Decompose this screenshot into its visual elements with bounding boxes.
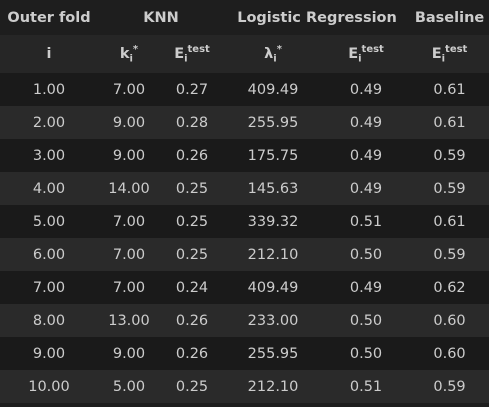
table-row: 9.00 9.00 0.26 255.95 0.50 0.60	[0, 337, 489, 370]
group-header-row: Outer fold KNN Logistic Regression Basel…	[0, 0, 489, 35]
table-row: 8.00 13.00 0.26 233.00 0.50 0.60	[0, 304, 489, 337]
cell-lr-lambda: 255.95	[224, 337, 323, 370]
cell-outer-fold: 2.00	[0, 106, 98, 139]
cell-outer-fold: 5.00	[0, 205, 98, 238]
cell-lr-etest: 0.49	[322, 106, 411, 139]
cell-outer-fold: 1.00	[0, 73, 98, 106]
table-row: 5.00 7.00 0.25 339.32 0.51 0.61	[0, 205, 489, 238]
cell-outer-fold: 9.00	[0, 337, 98, 370]
cell-knn-k: 7.00	[98, 205, 160, 238]
symbol-knn-etest: Eitest	[160, 35, 225, 73]
cell-lr-etest: 0.51	[322, 370, 411, 403]
cell-knn-k: 7.00	[98, 271, 160, 304]
cell-lr-lambda: 212.10	[224, 370, 323, 403]
cell-lr-etest: 0.51	[322, 205, 411, 238]
cell-knn-etest: 0.28	[160, 106, 225, 139]
table-row: 1.00 7.00 0.27 409.49 0.49 0.61	[0, 73, 489, 106]
cell-lr-etest: 0.50	[322, 304, 411, 337]
cell-outer-fold: 10.00	[0, 370, 98, 403]
cell-lr-lambda: 339.32	[224, 205, 323, 238]
cell-knn-etest: 0.26	[160, 304, 225, 337]
table-body: 1.00 7.00 0.27 409.49 0.49 0.61 2.00 9.00 0.28 25…	[0, 73, 489, 403]
cell-knn-k: 9.00	[98, 106, 160, 139]
cell-lr-lambda: 212.10	[224, 238, 323, 271]
cell-baseline-etest: 0.59	[410, 370, 489, 403]
cell-baseline-etest: 0.61	[410, 106, 489, 139]
cell-knn-k: 7.00	[98, 238, 160, 271]
cell-knn-k: 7.00	[98, 73, 160, 106]
header-knn: KNN	[143, 9, 179, 26]
table-row: 6.00 7.00 0.25 212.10 0.50 0.59	[0, 238, 489, 271]
cell-baseline-etest: 0.61	[410, 205, 489, 238]
cell-lr-lambda: 233.00	[224, 304, 323, 337]
cell-lr-etest: 0.49	[322, 73, 411, 106]
cell-baseline-etest: 0.60	[410, 337, 489, 370]
symbol-lambda-star: λi*	[224, 35, 323, 73]
cell-lr-lambda: 409.49	[224, 73, 323, 106]
cell-baseline-etest: 0.62	[410, 271, 489, 304]
table-row: 10.00 5.00 0.25 212.10 0.51 0.59	[0, 370, 489, 403]
cell-knn-etest: 0.25	[160, 370, 225, 403]
cell-outer-fold: 7.00	[0, 271, 98, 304]
cell-lr-etest: 0.49	[322, 172, 411, 205]
cell-knn-etest: 0.25	[160, 238, 225, 271]
symbol-baseline-etest: Eitest	[410, 35, 489, 73]
symbol-i: i	[0, 35, 98, 73]
cell-knn-etest: 0.26	[160, 139, 225, 172]
cell-knn-k: 14.00	[98, 172, 160, 205]
cell-baseline-etest: 0.61	[410, 73, 489, 106]
cell-baseline-etest: 0.60	[410, 304, 489, 337]
symbol-k-star: ki*	[98, 35, 160, 73]
cell-lr-etest: 0.50	[322, 238, 411, 271]
cell-lr-lambda: 409.49	[224, 271, 323, 304]
cell-lr-etest: 0.49	[322, 139, 411, 172]
cell-knn-k: 9.00	[98, 139, 160, 172]
cell-knn-k: 9.00	[98, 337, 160, 370]
cell-baseline-etest: 0.59	[410, 238, 489, 271]
cell-baseline-etest: 0.59	[410, 172, 489, 205]
table-row: 7.00 7.00 0.24 409.49 0.49 0.62	[0, 271, 489, 304]
cell-outer-fold: 3.00	[0, 139, 98, 172]
cell-lr-etest: 0.50	[322, 337, 411, 370]
cell-lr-lambda: 255.95	[224, 106, 323, 139]
symbol-lr-etest: Eitest	[322, 35, 411, 73]
cell-baseline-etest: 0.59	[410, 139, 489, 172]
cell-knn-etest: 0.25	[160, 172, 225, 205]
cell-outer-fold: 8.00	[0, 304, 98, 337]
cell-knn-k: 13.00	[98, 304, 160, 337]
cell-lr-lambda: 145.63	[224, 172, 323, 205]
header-logistic-regression: Logistic Regression	[237, 9, 397, 26]
cell-knn-etest: 0.25	[160, 205, 225, 238]
cell-outer-fold: 6.00	[0, 238, 98, 271]
table-row: 3.00 9.00 0.26 175.75 0.49 0.59	[0, 139, 489, 172]
cell-knn-etest: 0.24	[160, 271, 225, 304]
table-row: 2.00 9.00 0.28 255.95 0.49 0.61	[0, 106, 489, 139]
cell-lr-etest: 0.49	[322, 271, 411, 304]
cell-knn-etest: 0.26	[160, 337, 225, 370]
cell-outer-fold: 4.00	[0, 172, 98, 205]
symbol-header-row: i ki* Eitest λi* Eitest Eitest	[0, 35, 489, 73]
table-row: 4.00 14.00 0.25 145.63 0.49 0.59	[0, 172, 489, 205]
cell-lr-lambda: 175.75	[224, 139, 323, 172]
header-outer-fold: Outer fold	[7, 9, 91, 26]
cell-knn-k: 5.00	[98, 370, 160, 403]
cell-knn-etest: 0.27	[160, 73, 225, 106]
header-baseline: Baseline	[414, 9, 485, 26]
